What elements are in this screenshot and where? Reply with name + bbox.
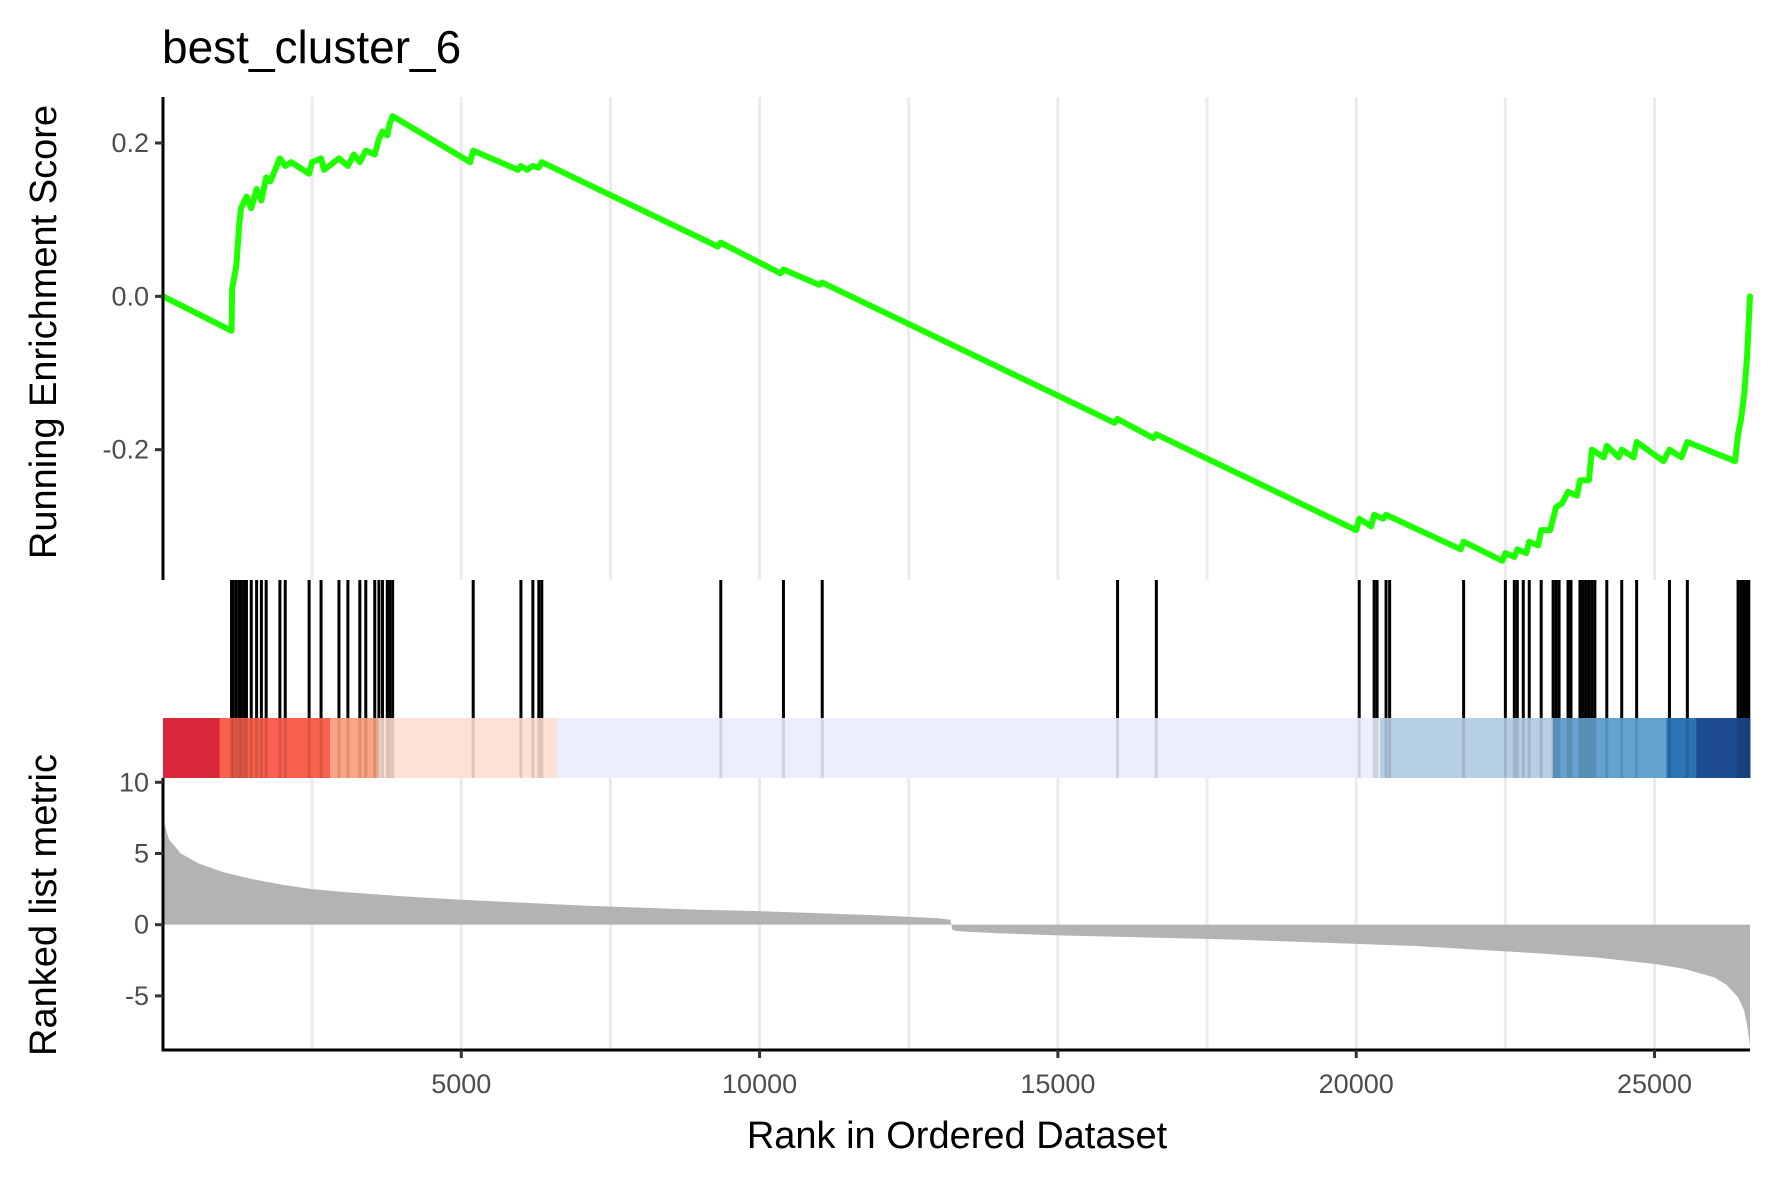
ranked-metric-fill [163,810,1750,1046]
es-y-tick-label-0: 0.2 [111,128,149,158]
gene-hit-markers [230,580,1751,778]
tick-labels: 0.2 0.0 -0.2 10 5 0 -5 5000 10000 15000 20000 25000 [102,128,1692,1099]
rank-y-tick-label-1: 5 [134,838,149,868]
ranked-y-axis-title: Ranked list metric [23,754,65,1056]
x-tick-label-0: 5000 [431,1069,491,1099]
es-y-tick-label-1: 0.0 [111,281,149,311]
rank-band-0 [163,718,221,778]
ranked-metric-area [163,810,1750,1046]
x-tick-label-2: 15000 [1020,1069,1095,1099]
rank-y-tick-label-2: 0 [134,910,149,940]
rank-band-5 [1380,718,1554,778]
rank-band-4 [556,718,1381,778]
x-tick-label-4: 25000 [1617,1069,1692,1099]
enrichment-y-axis-title: Running Enrichment Score [23,105,65,559]
chart-title: best_cluster_6 [162,21,461,73]
x-tick-label-1: 10000 [722,1069,797,1099]
rank-band-7 [1666,718,1697,778]
es-y-tick-label-2: -0.2 [102,435,149,465]
rank-band-8 [1696,718,1751,778]
x-axis-title: Rank in Ordered Dataset [747,1115,1168,1157]
rank-band-3 [377,718,558,778]
rank-band-2 [329,718,379,778]
x-tick-label-3: 20000 [1319,1069,1394,1099]
rank-color-bar [163,718,1751,778]
running-score-line [160,113,1753,564]
running-score-layer [160,113,1753,564]
rank-band-6 [1553,718,1667,778]
rank-y-tick-label-3: -5 [125,981,149,1011]
axes [155,97,1750,1058]
rank-band-1 [219,718,331,778]
rank-y-tick-label-0: 10 [119,767,149,797]
